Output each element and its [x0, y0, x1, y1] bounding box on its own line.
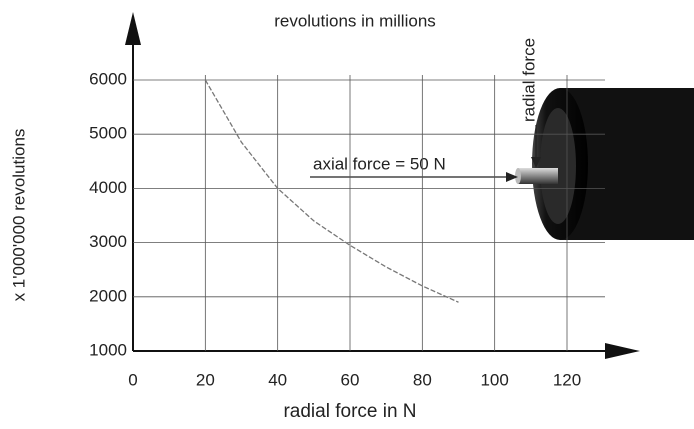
x-tick-label: 0 — [128, 370, 137, 389]
data-line — [204, 79, 459, 303]
x-tick-label: 100 — [480, 370, 508, 389]
x-axis-arrow — [605, 343, 640, 359]
x-tick-label: 60 — [341, 370, 360, 389]
x-tick-label: 40 — [268, 370, 287, 389]
radial-arrowhead — [531, 157, 541, 168]
y-axis-arrow — [125, 12, 141, 45]
y-tick-label: 5000 — [89, 124, 127, 143]
x-axis-label: radial force in N — [283, 401, 416, 422]
y-axis-label: x 1'000'000 revolutions — [9, 129, 28, 302]
y-tick-label: 6000 — [89, 69, 127, 88]
y-tick-label: 3000 — [89, 232, 127, 251]
y-tick-label: 4000 — [89, 178, 127, 197]
x-tick-label: 20 — [196, 370, 215, 389]
annotation: axial force = 50 N — [313, 154, 446, 173]
x-tick-label: 120 — [553, 370, 581, 389]
y-tick-label: 1000 — [89, 340, 127, 359]
encoder-illustration — [515, 88, 694, 240]
chart-title: revolutions in millions — [274, 11, 436, 30]
axial-arrowhead — [506, 172, 518, 182]
x-tick-label: 80 — [413, 370, 432, 389]
y-tick-label: 2000 — [89, 286, 127, 305]
